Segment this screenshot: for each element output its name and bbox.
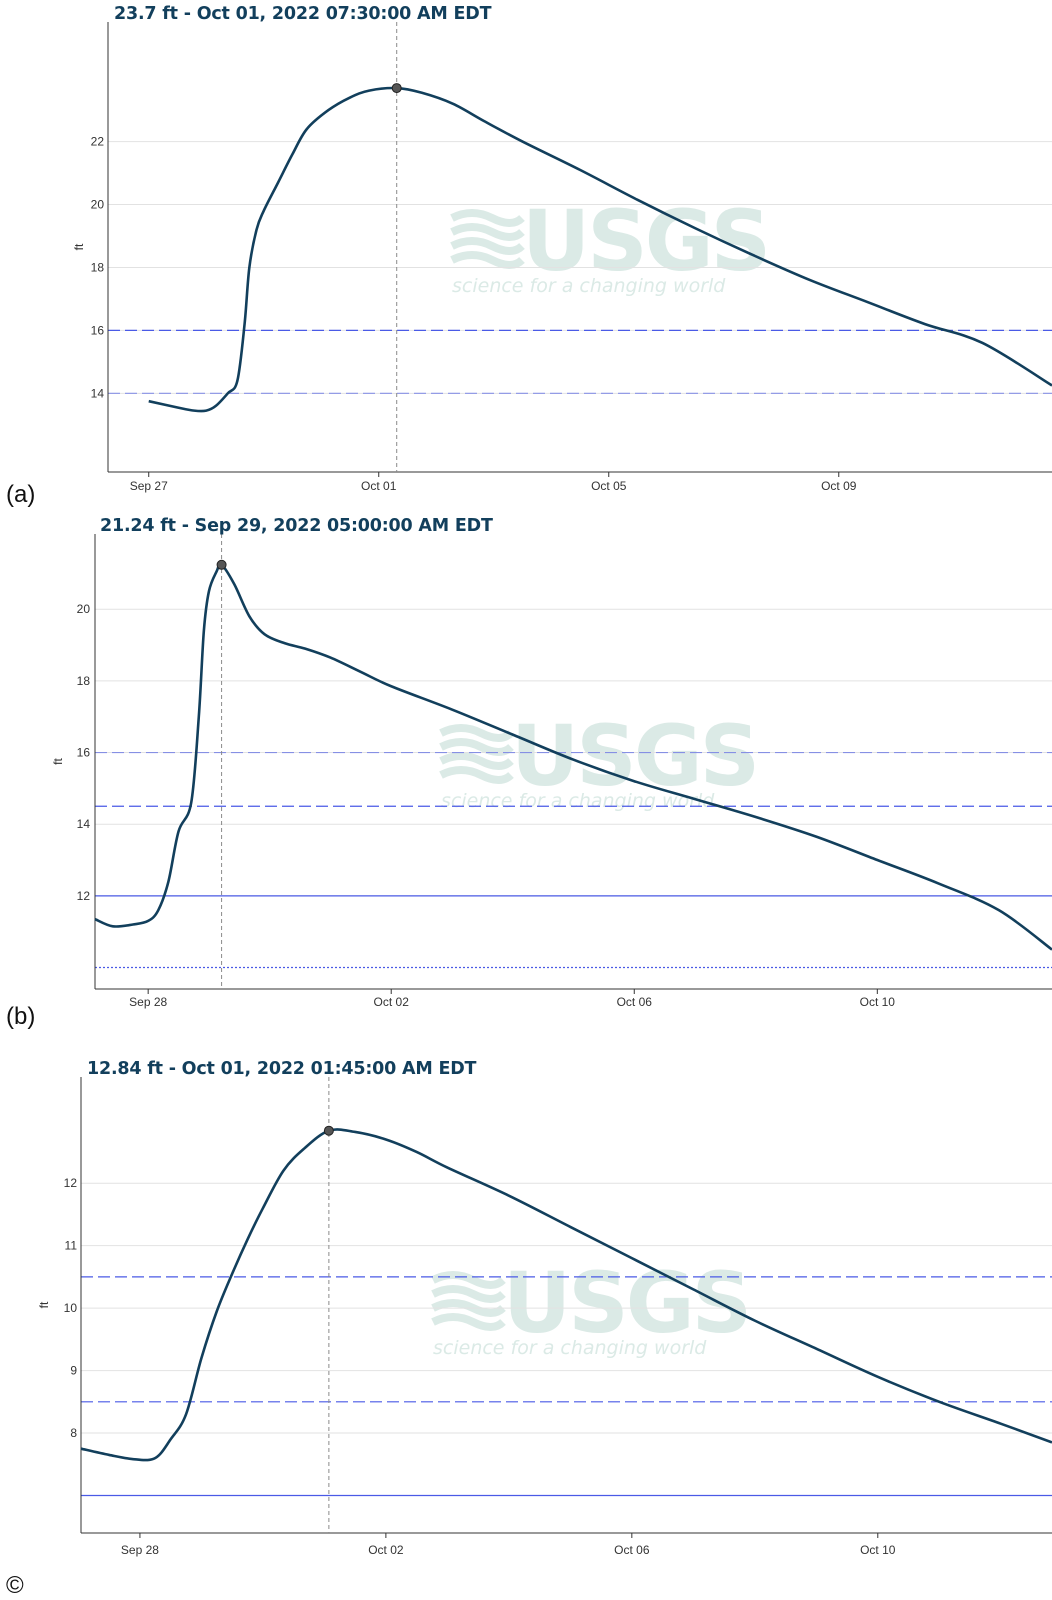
y-axis-label: ft bbox=[37, 1301, 51, 1308]
chart-panel-c: USGS science for a changing world 8 9 10 11 12… bbox=[0, 1055, 1052, 1599]
y-tick-label: 14 bbox=[91, 386, 105, 400]
y-tick-label: 9 bbox=[70, 1364, 77, 1378]
wave-stroke bbox=[431, 1285, 506, 1303]
x-tick-label: Oct 02 bbox=[374, 995, 410, 1009]
y-tick-label: 10 bbox=[64, 1301, 78, 1315]
panel-label: (a) bbox=[6, 481, 36, 508]
wave-stroke bbox=[450, 251, 525, 269]
y-tick-label: 18 bbox=[91, 260, 105, 274]
wave-stroke bbox=[439, 752, 514, 770]
peak-marker bbox=[391, 83, 402, 94]
y-tick-label: 16 bbox=[77, 746, 91, 760]
y-tick-label: 22 bbox=[91, 135, 105, 149]
gage-height-series-line bbox=[148, 86, 1052, 413]
watermark-logo-text: USGS bbox=[522, 192, 768, 290]
y-tick-label: 20 bbox=[77, 602, 91, 616]
y-axis-label: ft bbox=[51, 758, 65, 765]
y-tick-label: 16 bbox=[91, 323, 105, 337]
y-tick-label: 18 bbox=[77, 674, 91, 688]
peak-marker bbox=[216, 559, 227, 570]
chart-panel-a: USGS science for a changing world 14 16 18 20… bbox=[0, 0, 1052, 512]
x-tick-label: Sep 27 bbox=[130, 479, 168, 493]
peak-marker bbox=[323, 1125, 334, 1136]
x-tick-label: Oct 02 bbox=[368, 1543, 404, 1557]
wave-stroke bbox=[450, 223, 525, 241]
watermark-logo-text: USGS bbox=[503, 1254, 749, 1352]
value-readout: 23.7 ft - Oct 01, 2022 07:30:00 AM EDT bbox=[114, 4, 492, 24]
y-tick-label: 11 bbox=[65, 1239, 78, 1253]
wave-stroke bbox=[431, 1313, 506, 1331]
watermark-tagline: science for a changing world bbox=[433, 1337, 707, 1359]
y-axis-label: ft bbox=[72, 243, 86, 250]
watermark-logo-text: USGS bbox=[511, 707, 757, 805]
wave-stroke bbox=[439, 738, 514, 756]
wave-stroke bbox=[450, 209, 525, 227]
y-tick-label: 12 bbox=[77, 889, 91, 903]
y-tick-label: 14 bbox=[77, 817, 91, 831]
gage-height-series-line bbox=[80, 1128, 1052, 1462]
x-tick-label: Oct 05 bbox=[591, 479, 627, 493]
wave-stroke bbox=[439, 766, 514, 784]
wave-stroke bbox=[431, 1271, 506, 1289]
x-tick-label: Oct 06 bbox=[614, 1543, 650, 1557]
gage-height-series-line bbox=[94, 563, 1052, 951]
usgs-wave-icon bbox=[450, 209, 525, 269]
wave-stroke bbox=[450, 237, 525, 255]
x-tick-label: Sep 28 bbox=[121, 1543, 159, 1557]
y-tick-label: 8 bbox=[70, 1426, 77, 1440]
usgs-wave-icon bbox=[439, 724, 514, 784]
x-tick-label: Oct 09 bbox=[821, 479, 857, 493]
value-readout: 12.84 ft - Oct 01, 2022 01:45:00 AM EDT bbox=[87, 1059, 477, 1079]
x-tick-label: Oct 06 bbox=[617, 995, 653, 1009]
x-tick-label: Sep 28 bbox=[129, 995, 167, 1009]
y-tick-label: 20 bbox=[91, 198, 105, 212]
x-tick-label: Oct 10 bbox=[860, 1543, 896, 1557]
usgs-wave-icon bbox=[431, 1271, 506, 1331]
panel-label: © bbox=[6, 1572, 24, 1599]
x-tick-label: Oct 01 bbox=[361, 479, 397, 493]
x-tick-label: Oct 10 bbox=[860, 995, 896, 1009]
watermark-tagline: science for a changing world bbox=[452, 275, 726, 297]
wave-stroke bbox=[439, 724, 514, 742]
value-readout: 21.24 ft - Sep 29, 2022 05:00:00 AM EDT bbox=[100, 516, 493, 536]
panel-label: (b) bbox=[6, 1003, 36, 1030]
y-tick-label: 12 bbox=[64, 1176, 78, 1190]
chart-panel-b: USGS science for a changing world 12 14 16 18… bbox=[0, 512, 1052, 1034]
